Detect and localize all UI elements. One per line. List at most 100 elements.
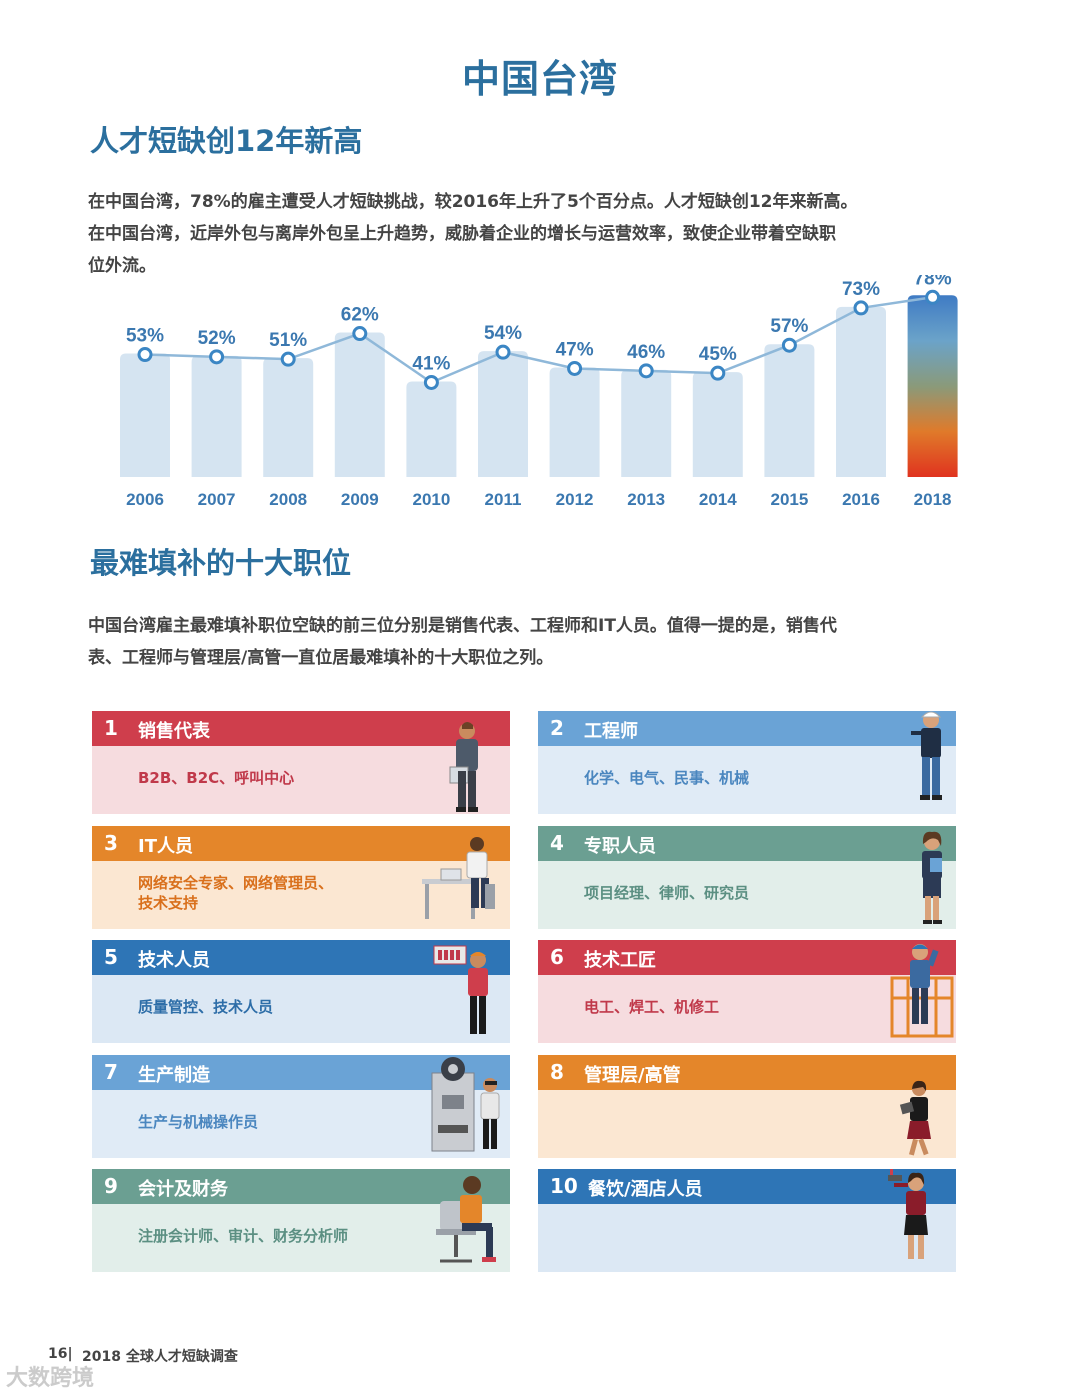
job-examples: 生产与机械操作员 [138, 1112, 378, 1132]
data-label: 78% [914, 275, 952, 289]
job-example-line: 网络安全专家、网络管理员、 [138, 873, 334, 892]
it-worker-figure-icon [417, 834, 507, 928]
data-point [209, 349, 225, 365]
salesperson-figure-icon [442, 719, 492, 823]
data-point [925, 289, 941, 305]
job-card-body: 质量管控、技术人员 [92, 975, 510, 1043]
x-tick-label: 2006 [126, 490, 164, 509]
job-title: 管理层/高管 [584, 1064, 681, 1086]
job-card-header: 1 销售代表 [92, 711, 510, 746]
x-tick-label: 2012 [556, 490, 594, 509]
footer-page-number: 16| [48, 1346, 73, 1362]
job-card-4: 4 专职人员 项目经理、律师、研究员 [538, 825, 956, 929]
x-tick-label: 2014 [699, 490, 737, 509]
job-title: 销售代表 [138, 721, 210, 742]
job-title: 技术人员 [138, 950, 210, 971]
job-rank: 7 [104, 1059, 118, 1084]
job-card-header: 2 工程师 [538, 711, 956, 746]
bar-2008 [263, 358, 314, 477]
job-card-body: 网络安全专家、网络管理员、 技术支持 [92, 860, 510, 929]
bar-2018 [907, 295, 958, 477]
data-label: 53% [126, 326, 164, 347]
job-rank: 6 [550, 945, 564, 969]
job-example-line: B2B、B2C、呼叫中心 [138, 769, 295, 787]
section-heading-top-ten: 最难填补的十大职位 [90, 546, 352, 580]
x-tick-label: 2015 [770, 490, 808, 509]
job-card-header: 10 餐饮/酒店人员 [538, 1169, 956, 1204]
job-card-body [538, 1089, 956, 1158]
data-label: 46% [627, 342, 665, 363]
job-example-line: 生产与机械操作员 [138, 1112, 259, 1131]
job-example-line: 技术支持 [138, 893, 199, 912]
job-rank: 9 [104, 1174, 118, 1198]
job-example-line: 质量管控、技术人员 [138, 998, 274, 1016]
data-label: 57% [770, 316, 808, 337]
job-example-line: 项目经理、律师、研究员 [584, 883, 750, 902]
data-point [781, 337, 797, 353]
job-card-2: 2 工程师化学、电气、民事、机械 [538, 711, 956, 814]
job-card-5: 5 技术人员 质量管控、技术人员 [92, 940, 510, 1043]
data-label: 73% [842, 279, 880, 300]
job-examples: 质量管控、技术人员 [138, 997, 378, 1017]
job-card-body: 项目经理、律师、研究员 [538, 860, 956, 929]
intro-line: 在中国台湾，近岸外包与离岸外包呈上升趋势，威胁着企业的增长与运营效率，致使企业带… [88, 224, 836, 244]
bar-2006 [120, 353, 170, 477]
job-rank: 4 [550, 830, 564, 855]
job-card-body: B2B、B2C、呼叫中心 [92, 746, 510, 814]
top-ten-paragraph: 中国台湾雇主最难填补职位空缺的前三位分别是销售代表、工程师和IT人员。值得一提的… [88, 610, 948, 674]
bar-2009 [334, 332, 385, 477]
job-examples: 电工、焊工、机修工 [584, 997, 824, 1017]
x-tick-label: 2018 [914, 490, 952, 509]
x-tick-label: 2011 [485, 490, 522, 509]
page-title: 中国台湾 [461, 57, 618, 101]
data-point [352, 326, 368, 342]
job-examples: B2B、B2C、呼叫中心 [138, 768, 378, 788]
job-example-line: 电工、焊工、机修工 [584, 998, 720, 1016]
job-card-header: 8 管理层/高管 [538, 1054, 956, 1090]
top-ten-line: 表、工程师与管理层/高管一直位居最难填补的十大职位之列。 [88, 648, 554, 668]
job-title: 餐饮/酒店人员 [588, 1179, 703, 1200]
x-tick-label: 2016 [842, 490, 880, 509]
job-card-body: 化学、电气、民事、机械 [538, 746, 956, 814]
x-tick-label: 2010 [412, 490, 450, 509]
job-examples: 化学、电气、民事、机械 [584, 768, 824, 788]
job-card-1: 1 销售代表 B2B、B2C、呼叫中心 [92, 711, 510, 814]
x-tick-label: 2013 [627, 490, 665, 509]
job-rank: 1 [104, 716, 118, 740]
data-point [853, 300, 869, 316]
job-card-3: 3 IT人员网络安全专家、网络管理员、 技术支持 [92, 825, 510, 929]
job-title: IT人员 [138, 835, 193, 857]
data-point [423, 374, 439, 390]
data-point [495, 344, 511, 360]
x-tick-label: 2008 [269, 490, 307, 509]
job-title: 工程师 [584, 721, 638, 742]
bar-2013 [621, 369, 672, 477]
job-examples: 注册会计师、审计、财务分析师 [138, 1226, 378, 1246]
x-tick-label: 2007 [198, 490, 236, 509]
job-card-body: 电工、焊工、机修工 [538, 975, 956, 1043]
job-title: 生产制造 [138, 1064, 210, 1086]
job-card-body [538, 1204, 956, 1272]
section-heading-shortage: 人才短缺创12年新高 [90, 124, 363, 158]
job-card-header: 3 IT人员 [92, 825, 510, 861]
job-card-header: 9 会计及财务 [92, 1169, 510, 1204]
accountant-figure-icon [432, 1171, 502, 1275]
job-card-10: 10 餐饮/酒店人员 [538, 1169, 956, 1272]
job-card-6: 6 技术工匠 电工、焊工、机修工 [538, 940, 956, 1043]
engineer-figure-icon [906, 707, 956, 811]
job-rank: 10 [550, 1174, 578, 1198]
intro-line: 位外流。 [88, 256, 156, 276]
job-card-8: 8 管理层/高管 [538, 1054, 956, 1158]
job-examples: 网络安全专家、网络管理员、 技术支持 [138, 873, 378, 913]
data-label: 47% [556, 339, 594, 360]
machine-operator-figure-icon [430, 1055, 510, 1164]
bar-2016 [836, 306, 886, 477]
data-point [137, 347, 153, 363]
job-examples: 项目经理、律师、研究员 [584, 883, 824, 903]
job-example-line: 化学、电气、民事、机械 [584, 769, 750, 787]
bar-2007 [191, 355, 242, 477]
data-point [710, 365, 726, 381]
job-rank: 8 [550, 1059, 564, 1084]
data-label: 51% [269, 330, 307, 351]
talent-shortage-chart: 2006 2007 2008 2009 2010 2011 2012 2013 2014 2015… [120, 275, 958, 509]
